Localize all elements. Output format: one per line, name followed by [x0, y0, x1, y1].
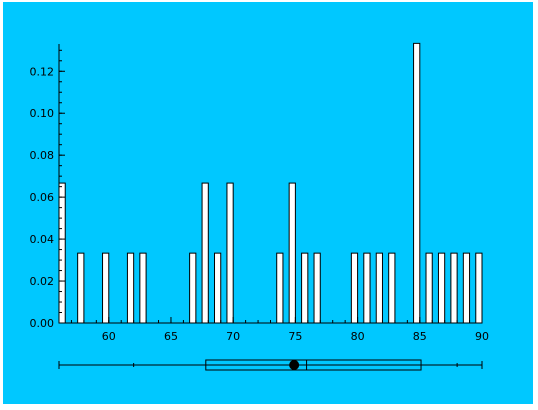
- histogram-bar-19: [437, 252, 446, 324]
- x-tick-label-5: 85: [413, 330, 427, 343]
- histogram-bar-1: [77, 252, 85, 324]
- y-tick-label-1: 0.02: [30, 275, 55, 288]
- histogram-bar-12: [313, 252, 321, 324]
- histogram-bar-8: [226, 182, 234, 324]
- histogram-bar-4: [139, 252, 147, 324]
- histogram-bar-7: [214, 252, 222, 324]
- histogram-bar-13: [350, 252, 359, 324]
- histogram-bar-6: [201, 182, 209, 324]
- histogram-bar-5: [189, 252, 197, 324]
- histogram-bar-16: [388, 252, 396, 324]
- x-tick-label-2: 70: [226, 330, 240, 343]
- x-tick-label-4: 80: [351, 330, 365, 343]
- histogram-bar-9: [276, 252, 284, 324]
- histogram-bar-15: [375, 252, 383, 324]
- x-tick-label-3: 75: [288, 330, 302, 343]
- histogram-bar-18: [425, 252, 433, 324]
- x-tick-label-1: 65: [164, 330, 178, 343]
- histogram-bar-2: [102, 252, 110, 324]
- y-axis-ticks: 0.00 0.02 0.04 0.06 0.08 0.10 0.12: [30, 49, 65, 330]
- histogram-bar-17: [413, 42, 421, 324]
- histogram-bar-10: [288, 182, 296, 324]
- histogram-bar-14: [363, 252, 371, 324]
- x-tick-label-0: 60: [102, 330, 116, 343]
- bars-group: [58, 42, 483, 324]
- plot-background: [3, 2, 533, 404]
- y-tick-label-6: 0.12: [30, 65, 55, 78]
- y-tick-label-0: 0.00: [30, 317, 55, 330]
- y-tick-label-4: 0.08: [30, 149, 55, 162]
- histogram-bar-11: [301, 252, 309, 324]
- boxplot-group: [58, 359, 483, 371]
- histogram-bar-3: [126, 252, 135, 324]
- boxplot-box: [205, 359, 422, 371]
- histogram-bar-22: [475, 252, 483, 324]
- histogram-bar-21: [462, 252, 471, 324]
- histogram-bar-20: [450, 252, 458, 324]
- x-axis-ticks: 60 65 70 75 80 85 90: [58, 317, 489, 343]
- boxplot-mean-dot: [289, 360, 300, 370]
- y-tick-label-3: 0.06: [30, 191, 55, 204]
- y-tick-label-5: 0.10: [30, 107, 55, 120]
- x-tick-label-6: 90: [475, 330, 489, 343]
- y-tick-label-2: 0.04: [30, 233, 55, 246]
